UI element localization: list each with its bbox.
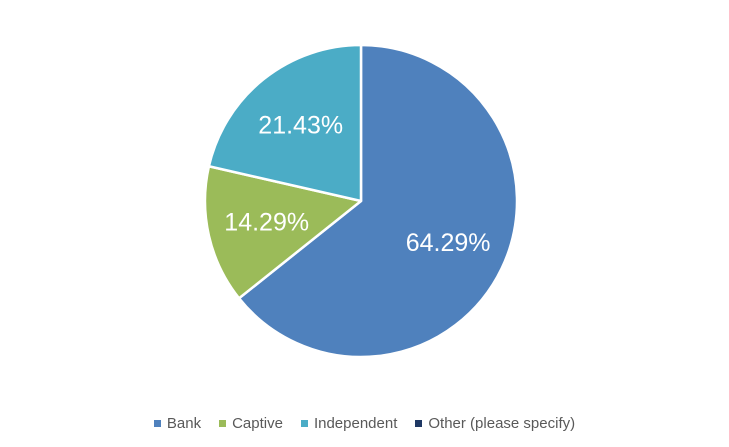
pie-data-labels: 64.29% 14.29% 21.43% xyxy=(224,111,490,257)
legend-label-independent: Independent xyxy=(313,414,398,432)
data-label-captive: 14.29% xyxy=(224,209,309,237)
pie-slice-independent xyxy=(207,43,363,203)
pie-slices xyxy=(203,43,519,359)
pie-chart: 64.29% 14.29% 21.43% xyxy=(203,43,519,359)
legend-swatch-captive xyxy=(219,419,227,427)
legend-swatch-bank xyxy=(153,419,161,427)
legend-label-captive: Captive xyxy=(232,414,283,432)
legend-item-captive: Captive xyxy=(219,415,283,432)
legend-item-bank: Bank xyxy=(153,414,202,432)
legend-label-other-please-specify: Other (please specify) xyxy=(428,414,576,432)
data-label-bank: 64.29% xyxy=(406,229,491,257)
chart-legend: Bank Captive Independent Other (please spec… xyxy=(0,412,729,434)
data-label-independent: 21.43% xyxy=(258,111,343,139)
legend-item-independent: Independent xyxy=(300,414,398,432)
legend-label-bank: Bank xyxy=(166,414,202,432)
legend-swatch-other-please-specify xyxy=(415,419,423,427)
legend-swatch-independent xyxy=(300,419,308,427)
legend-item-other-please-specify: Other (please specify) xyxy=(415,415,575,432)
pie-slice-bank xyxy=(237,43,519,359)
pie-slice-captive xyxy=(203,165,363,300)
